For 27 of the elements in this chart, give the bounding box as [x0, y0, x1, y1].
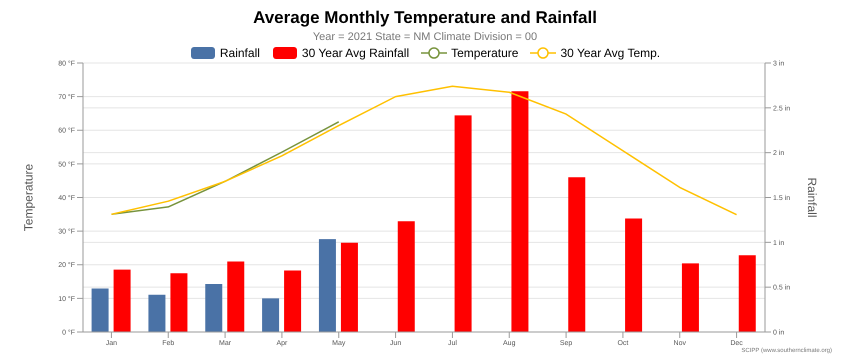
bar — [511, 91, 528, 332]
bar — [340, 242, 358, 332]
bar — [398, 221, 415, 332]
bar — [114, 270, 131, 332]
bar — [738, 255, 756, 332]
bar — [205, 284, 222, 332]
bar — [148, 294, 166, 332]
bar — [262, 298, 280, 332]
legend-label: Rainfall — [220, 46, 260, 60]
legend-label: 30 Year Avg Temp. — [560, 46, 660, 60]
legend-label: 30 Year Avg Rainfall — [302, 46, 410, 60]
bar — [454, 115, 472, 332]
chart-subtitle: Year = 2021 State = NM Climate Division = 00 — [312, 31, 538, 43]
chart-title: Average Monthly Temperature and Rainfall — [252, 8, 598, 28]
bar — [625, 218, 642, 332]
bar — [227, 262, 244, 332]
bar — [682, 263, 699, 332]
bar — [92, 288, 109, 332]
bar — [284, 270, 302, 332]
y2-axis-title: Rainfall — [804, 177, 819, 218]
bar — [318, 239, 336, 332]
line-series — [110, 121, 340, 216]
legend-label: Temperature — [451, 46, 518, 60]
y-axis-title: Temperature — [21, 163, 36, 232]
line-series — [110, 85, 738, 216]
bar — [568, 177, 586, 332]
bar — [170, 273, 188, 332]
